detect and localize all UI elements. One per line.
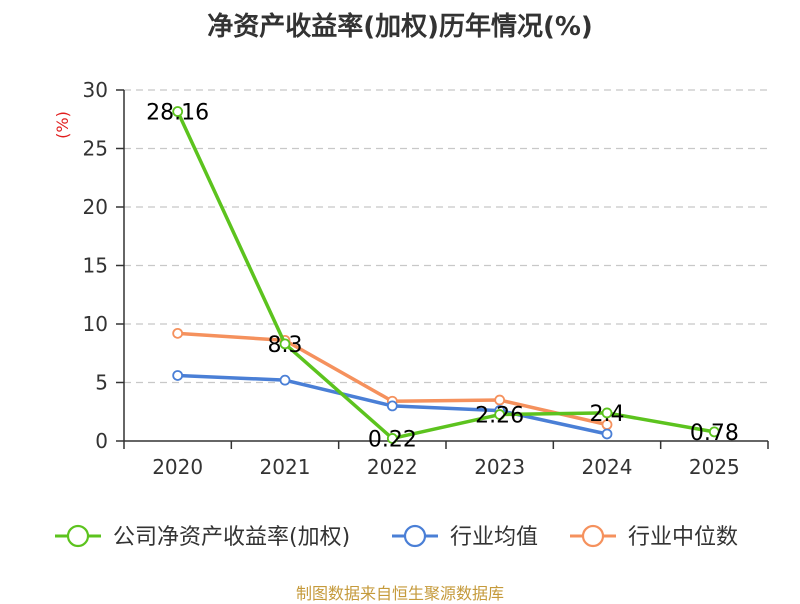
data-labels: 28.16 8.3 0.22 2.26 2.4 0.78 [146, 101, 739, 453]
y-tick-label: 10 [83, 312, 108, 336]
x-tick-label-2021: 2021 [260, 455, 311, 479]
data-point-0-1 [279, 338, 291, 350]
data-point-2-3 [494, 394, 506, 406]
data-point-1-0 [172, 370, 184, 381]
legend-marker-1 [403, 524, 427, 548]
x-tick-label-2025: 2025 [689, 455, 740, 479]
axes [116, 89, 769, 449]
y-tick-label: 5 [95, 371, 108, 395]
series-line-0 [176, 110, 715, 441]
y-axis-label: (%) [53, 111, 72, 139]
data-label-2020: 28.16 [146, 101, 209, 126]
legend-marker-2 [581, 524, 605, 548]
source-note: 制图数据来自恒生聚源数据库 [295, 584, 504, 603]
data-point-0-3 [494, 409, 506, 420]
data-label-2023: 2.26 [475, 404, 524, 429]
data-point-1-1 [279, 374, 291, 386]
data-point-0-4 [601, 407, 613, 419]
data-point-0-5 [708, 426, 720, 438]
legend-label-0: 公司净资产收益率(加权) [113, 525, 350, 550]
y-tick-label: 15 [83, 254, 108, 278]
data-point-0-2 [386, 433, 398, 444]
data-point-2-0 [172, 327, 184, 339]
x-tick-labels: 2020 2021 2022 2023 2024 2025 [152, 455, 740, 479]
series-lines [172, 106, 720, 444]
x-tick-label-2024: 2024 [582, 455, 633, 479]
y-tick-label: 0 [95, 429, 108, 453]
y-tick-label: 30 [83, 78, 108, 102]
x-tick-label-2020: 2020 [152, 455, 203, 479]
data-label-2021: 8.3 [268, 333, 303, 358]
x-tick-label-2022: 2022 [367, 455, 418, 479]
legend-label-2: 行业中位数 [628, 525, 738, 550]
legend: 公司净资产收益率(加权) 行业均值 行业中位数 [55, 524, 738, 550]
x-tick-label-2023: 2023 [474, 455, 525, 479]
y-tick-label: 20 [83, 195, 108, 219]
data-label-2024: 2.4 [590, 402, 625, 427]
y-tick-labels: 0 5 10 15 20 25 30 [83, 78, 108, 453]
legend-marker-0 [66, 524, 90, 548]
legend-label-1: 行业均值 [450, 525, 538, 550]
gridlines [124, 89, 768, 384]
y-tick-label: 25 [83, 137, 108, 161]
data-point-1-4 [601, 428, 613, 440]
data-point-0-0 [172, 106, 184, 117]
data-label-2025: 0.78 [690, 421, 739, 446]
data-point-1-2 [386, 400, 398, 412]
chart-title: 净资产收益率(加权)历年情况(%) [207, 12, 593, 42]
data-label-2022: 0.22 [368, 427, 417, 452]
